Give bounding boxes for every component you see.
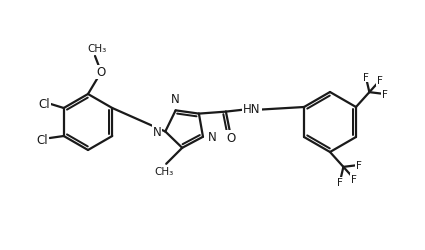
Text: N: N bbox=[153, 126, 162, 138]
Text: Cl: Cl bbox=[38, 98, 50, 111]
Text: F: F bbox=[337, 178, 343, 188]
Text: O: O bbox=[96, 66, 106, 79]
Text: CH₃: CH₃ bbox=[155, 166, 174, 176]
Text: F: F bbox=[356, 160, 362, 170]
Text: F: F bbox=[382, 90, 388, 100]
Text: N: N bbox=[171, 93, 180, 106]
Text: HN: HN bbox=[243, 103, 261, 116]
Text: O: O bbox=[226, 132, 235, 144]
Text: F: F bbox=[377, 76, 383, 86]
Text: N: N bbox=[208, 131, 217, 144]
Text: Cl: Cl bbox=[36, 134, 48, 147]
Text: CH₃: CH₃ bbox=[88, 44, 107, 54]
Text: F: F bbox=[351, 174, 357, 184]
Text: F: F bbox=[363, 72, 369, 82]
